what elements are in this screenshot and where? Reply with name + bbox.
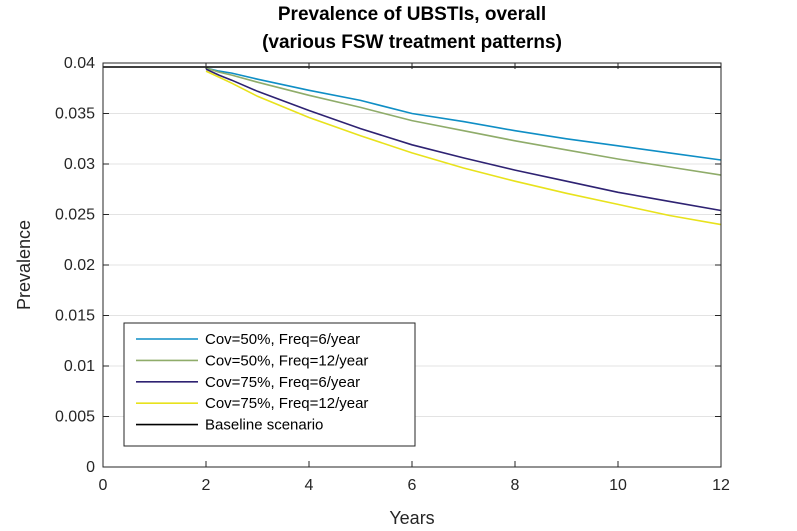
- x-tick-label: 10: [609, 477, 627, 494]
- y-tick-label: 0.02: [64, 257, 95, 274]
- series-line-2: [205, 67, 722, 176]
- series-line-3: [205, 68, 722, 212]
- x-axis-label: Years: [389, 508, 434, 528]
- legend-label: Cov=75%, Freq=12/year: [205, 395, 368, 412]
- y-axis-label: Prevalence: [14, 220, 34, 310]
- legend-label: Cov=75%, Freq=6/year: [205, 374, 360, 391]
- legend-label: Cov=50%, Freq=12/year: [205, 352, 368, 369]
- legend-label: Cov=50%, Freq=6/year: [205, 331, 360, 348]
- x-tick-label: 2: [202, 477, 211, 494]
- series-line-4: [205, 70, 722, 226]
- y-tick-label: 0.01: [64, 358, 95, 375]
- x-tick-label: 0: [99, 477, 108, 494]
- legend: Cov=50%, Freq=6/year Cov=50%, Freq=12/yea…: [123, 322, 416, 447]
- x-tick-label: 4: [305, 477, 314, 494]
- chart-title: Prevalence of UBSTIs, overall: [278, 4, 546, 25]
- y-tick-label: 0.04: [64, 55, 95, 72]
- y-tick-label: 0.03: [64, 156, 95, 173]
- series-line-1: [205, 67, 722, 161]
- x-tick-label: 8: [511, 477, 520, 494]
- y-tick-label: 0.005: [55, 409, 95, 426]
- x-tick-label: 12: [712, 477, 730, 494]
- y-tick-label: 0.025: [55, 207, 95, 224]
- y-tick-label: 0.035: [55, 106, 95, 123]
- series-lines: [103, 66, 722, 226]
- legend-label: Baseline scenario: [205, 417, 323, 434]
- chart-subtitle: (various FSW treatment patterns): [262, 32, 562, 53]
- x-tick-label: 6: [408, 477, 417, 494]
- y-tick-label: 0: [86, 459, 95, 476]
- legend-box: [123, 322, 416, 447]
- axis-ticks: 0 2 4 6 8 10 12 0 0.005 0.01 0.015 0.02 0.025 0.03 0.0…: [55, 55, 730, 494]
- y-tick-label: 0.015: [55, 308, 95, 325]
